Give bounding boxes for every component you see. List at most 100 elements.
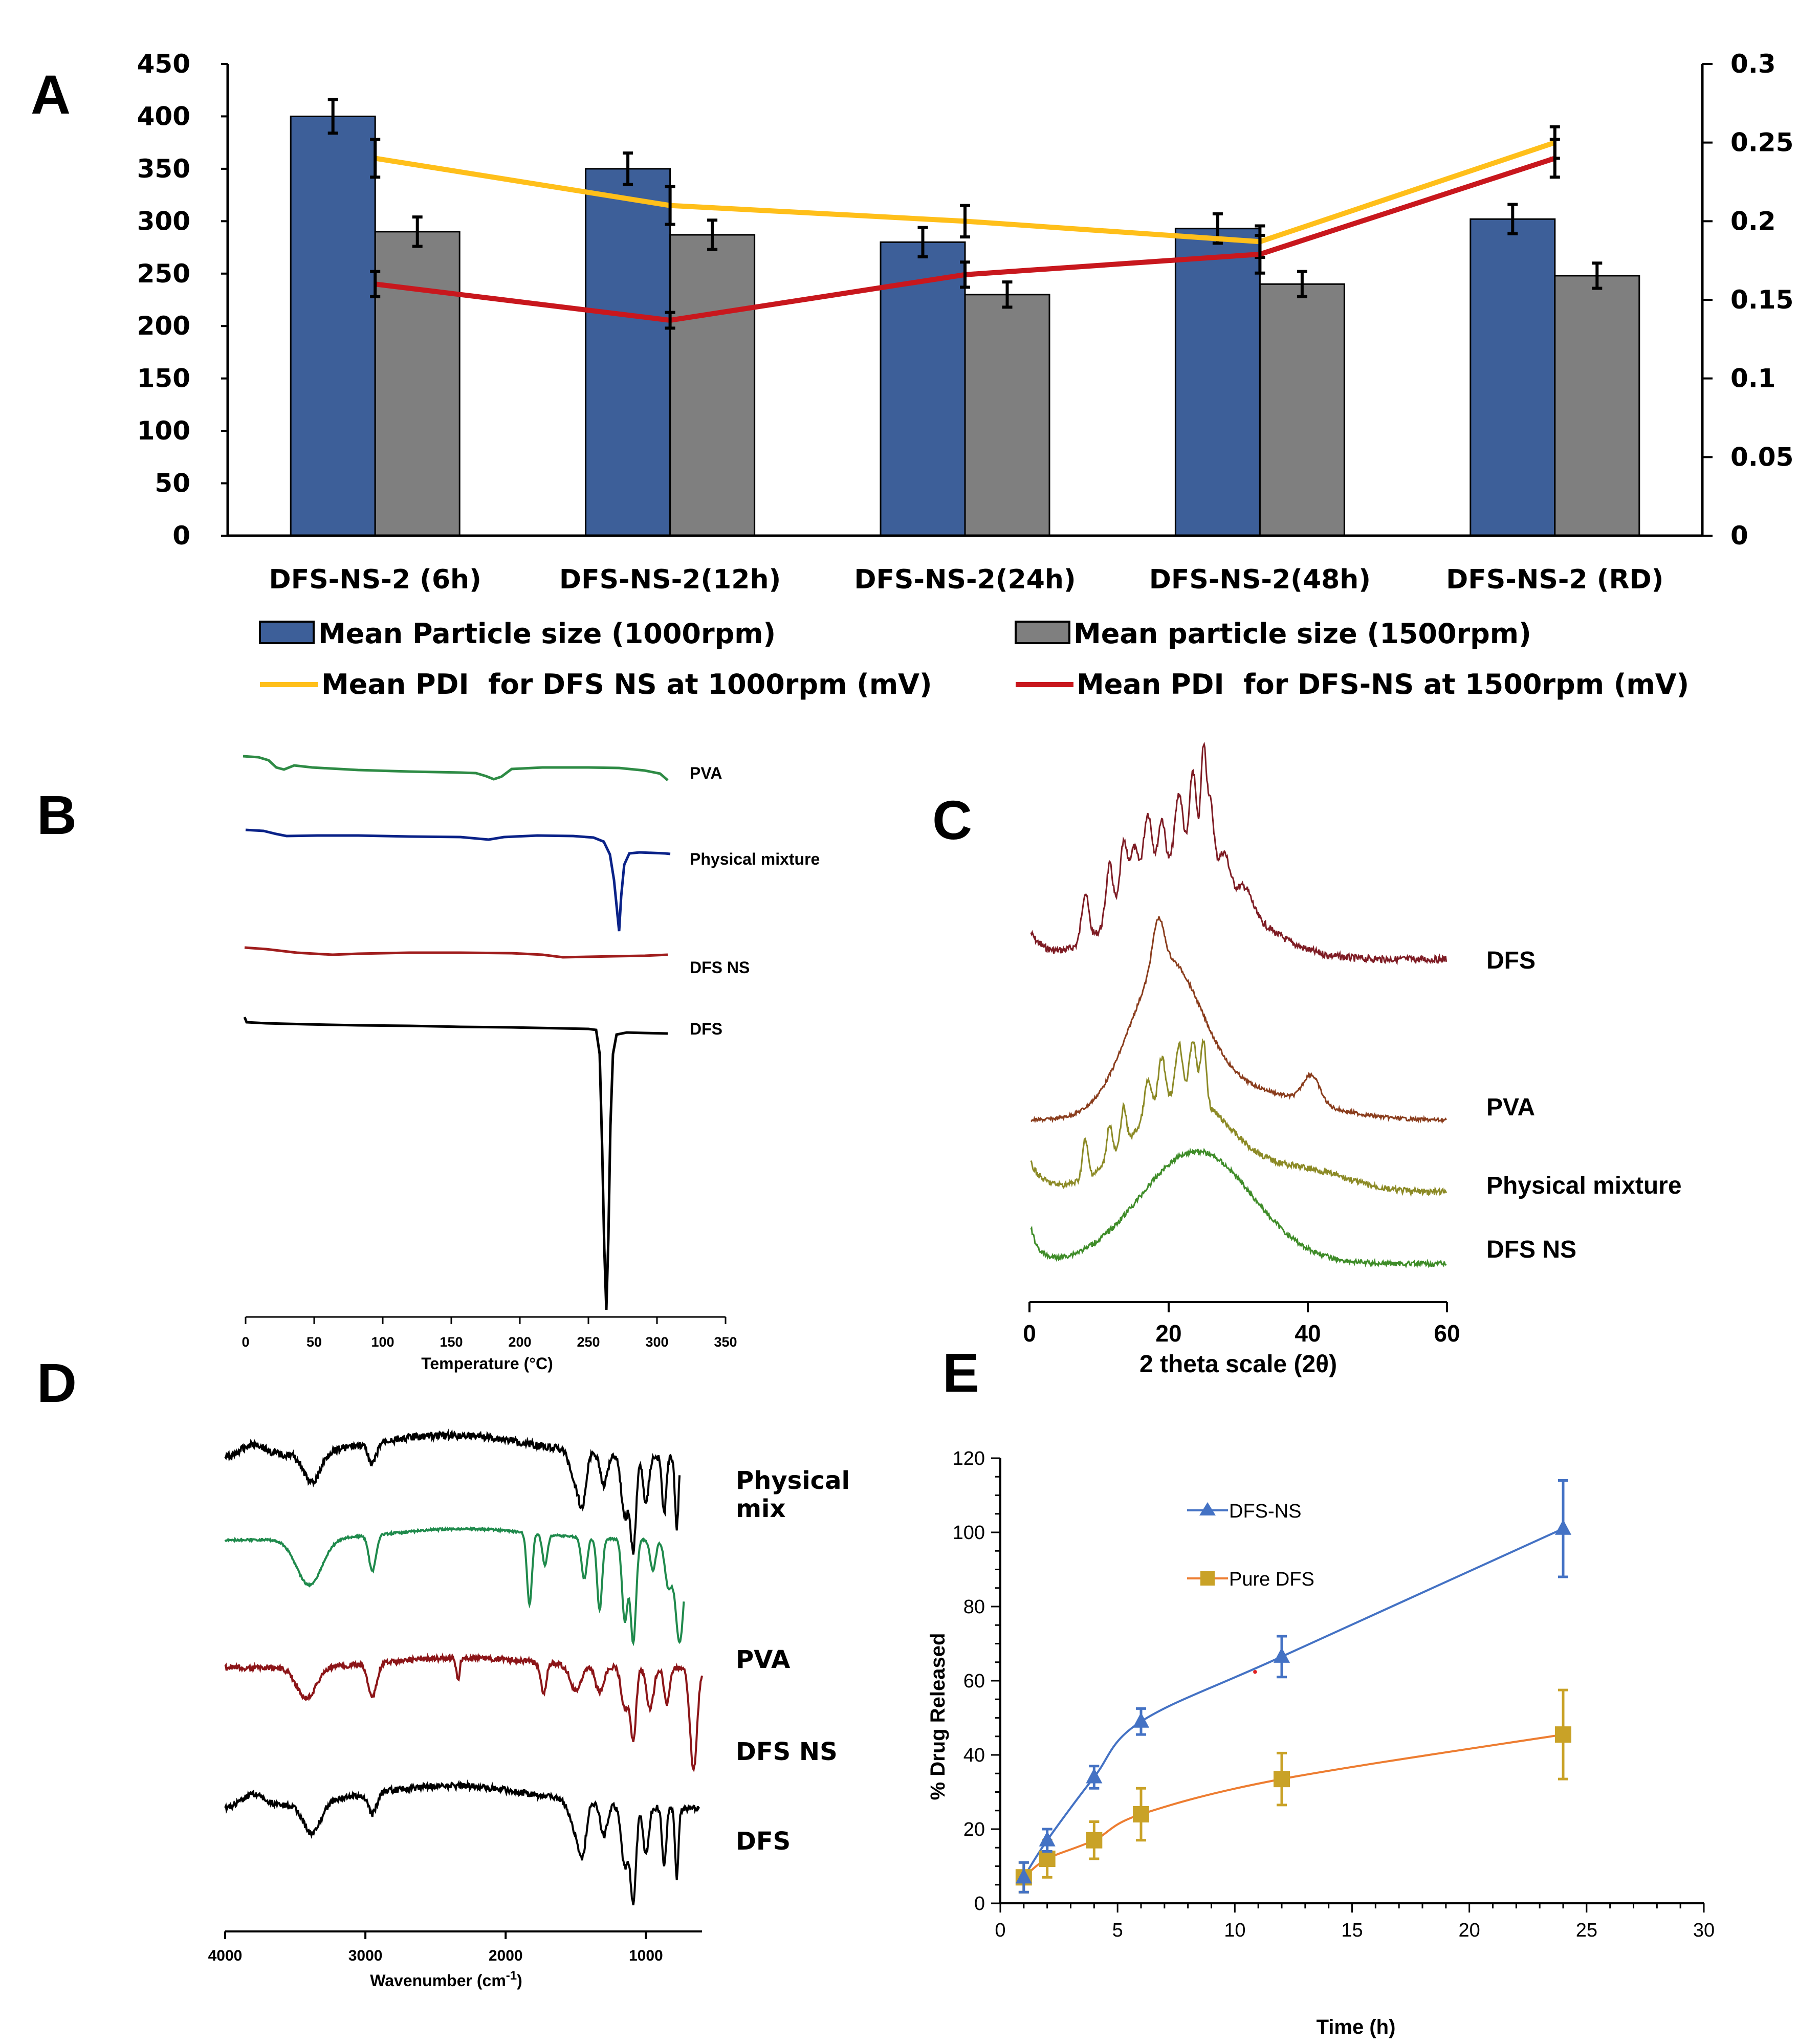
c-curve-pva — [1030, 916, 1447, 1125]
e-x-tick-label: 0 — [995, 1920, 1005, 1941]
c-label-physmix: Physical mixture — [1486, 1172, 1682, 1199]
b-label-pva: PVA — [690, 764, 722, 782]
a-legend-swatch-blue — [259, 621, 315, 644]
panel-c-chart: 0 20 40 60 2 theta scale (2θ) DFS PVA Physi… — [1023, 741, 1682, 1378]
d-tick-label: 3000 — [348, 1947, 383, 1964]
e-y-tick-label: 60 — [963, 1671, 985, 1692]
a-bar-1500rpm — [964, 294, 1050, 537]
a-line-pdi-1500-errorbar — [1255, 233, 1265, 275]
a-left-tick-label: 100 — [137, 416, 190, 446]
a-bar-1000rpm — [1174, 228, 1261, 537]
a-left-tick-label: 0 — [172, 521, 190, 551]
a-bar-1000rpm — [290, 115, 376, 537]
a-line-pdi-1500-errorbar — [370, 270, 381, 298]
d-curve-pva — [224, 1526, 685, 1646]
e-point-pure-dfs — [1039, 1851, 1056, 1867]
c-label-dfs: DFS — [1486, 947, 1536, 974]
a-line-pdi-1000-errorbar — [960, 204, 970, 239]
a-left-tick-label: 150 — [137, 364, 190, 393]
b-tick-label: 0 — [242, 1334, 249, 1350]
e-point-dfs-ns — [1039, 1831, 1056, 1847]
e-point-dfs-ns — [1555, 1519, 1571, 1535]
e-line-dfs-ns — [1023, 1527, 1564, 1878]
d-label-pva: PVA — [736, 1645, 790, 1674]
panel-e-letter: E — [942, 1342, 979, 1403]
e-y-tick-label: 80 — [963, 1596, 985, 1618]
a-legend-swatch-gray — [1015, 621, 1070, 644]
a-bar-1000rpm — [1470, 218, 1556, 537]
e-y-label: % Drug Released — [927, 1633, 949, 1800]
e-point-pure-dfs — [1086, 1832, 1103, 1849]
d-label-physmix-2: mix — [736, 1494, 785, 1523]
e-legend-label-ns: DFS-NS — [1229, 1501, 1301, 1522]
a-line-pdi-1500-errorbar — [960, 260, 970, 289]
c-label-pva: PVA — [1486, 1094, 1535, 1121]
b-label-dfsns: DFS NS — [690, 958, 750, 977]
e-x-tick-label: 5 — [1112, 1920, 1123, 1941]
d-label-dfsns: DFS NS — [736, 1738, 838, 1766]
e-point-pure-dfs — [1555, 1726, 1571, 1743]
a-category-label: DFS-NS-2 (RD) — [1446, 564, 1663, 595]
a-line-pdi-1000-errorbar — [370, 138, 381, 179]
a-right-tick-label: 0.1 — [1730, 364, 1776, 393]
b-curve-physmix — [245, 828, 671, 932]
d-label-dfs: DFS — [736, 1827, 791, 1856]
a-category-label: DFS-NS-2(12h) — [559, 564, 781, 595]
a-errorbar-1500rpm — [1592, 261, 1603, 290]
a-left-tick-label: 50 — [155, 469, 190, 498]
a-left-tick-label: 200 — [137, 311, 190, 341]
b-curve-dfs — [243, 1017, 668, 1310]
c-tick-label: 20 — [1155, 1320, 1181, 1347]
a-left-tick-label: 250 — [137, 259, 190, 289]
b-curve-pva — [243, 755, 669, 781]
e-x-tick-label: 20 — [1459, 1920, 1480, 1941]
d-tick-label: 4000 — [208, 1947, 243, 1964]
a-line-pdi-1500-errorbar — [1549, 138, 1560, 179]
a-bar-1500rpm — [374, 231, 461, 537]
a-bar-1500rpm — [1259, 283, 1345, 537]
b-x-label: Temperature (°C) — [421, 1354, 553, 1373]
c-curve-dfs — [1030, 741, 1448, 966]
a-legend-label-pdi-1500: Mean PDI for DFS-NS at 1500rpm (mV) — [1077, 668, 1689, 700]
b-tick-label: 50 — [306, 1334, 322, 1350]
e-x-tick-label: 10 — [1224, 1920, 1245, 1941]
e-stray-mark: • — [1253, 1664, 1258, 1680]
panel-b-letter: B — [37, 784, 77, 846]
e-point-dfs-ns — [1086, 1768, 1103, 1784]
e-x-tick-label: 25 — [1576, 1920, 1597, 1941]
e-x-tick-label: 30 — [1693, 1920, 1715, 1941]
a-errorbar-1000rpm — [1507, 203, 1518, 235]
a-category-label: DFS-NS-2 (6h) — [269, 564, 481, 595]
a-legend-label-1000rpm: Mean Particle size (1000rpm) — [318, 618, 776, 650]
d-curve-physmix — [224, 1428, 681, 1555]
e-x-label: Time (h) — [1317, 2016, 1396, 2038]
e-legend-marker-ns — [1199, 1502, 1216, 1515]
a-right-tick-label: 0.05 — [1730, 442, 1793, 472]
a-errorbar-1500rpm — [1002, 280, 1013, 309]
e-line-pure-dfs — [1023, 1733, 1564, 1878]
c-x-label: 2 theta scale (2θ) — [1139, 1351, 1337, 1378]
d-x-label: Wavenumber (cm-1) — [370, 1969, 522, 1990]
e-point-pure-dfs — [1274, 1771, 1290, 1788]
b-label-dfs: DFS — [690, 1020, 722, 1038]
b-tick-label: 200 — [508, 1334, 531, 1350]
a-right-tick-label: 0.3 — [1730, 49, 1776, 79]
b-tick-label: 350 — [714, 1334, 737, 1350]
panel-b-chart: 0 50 100 150 200 250 300 350 Temperature (°C) P… — [242, 755, 820, 1373]
b-tick-label: 250 — [577, 1334, 600, 1350]
a-right-tick-label: 0.25 — [1730, 128, 1793, 158]
e-legend-marker-pure — [1200, 1571, 1215, 1586]
e-y-tick-label: 20 — [963, 1819, 985, 1840]
a-bar-1000rpm — [585, 168, 671, 537]
a-left-tick-label: 400 — [137, 101, 190, 131]
a-errorbar-1000rpm — [327, 98, 338, 135]
b-tick-label: 300 — [645, 1334, 668, 1350]
b-tick-label: 100 — [371, 1334, 394, 1350]
a-left-tick-label: 450 — [137, 49, 190, 79]
a-right-tick-label: 0 — [1730, 521, 1748, 551]
a-errorbar-1500rpm — [707, 218, 718, 251]
a-line-pdi-1500-errorbar — [665, 311, 675, 330]
e-point-dfs-ns — [1274, 1647, 1290, 1663]
d-label-physmix-1: Physical — [736, 1466, 850, 1495]
